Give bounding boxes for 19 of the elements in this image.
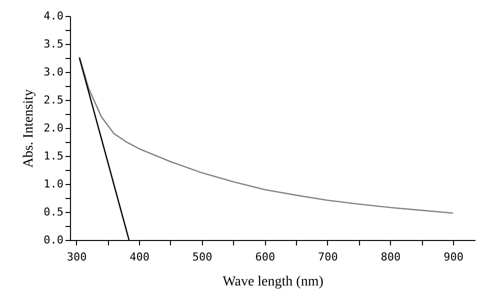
line-series <box>78 56 454 214</box>
x-tick-label: 300 <box>66 250 87 264</box>
y-tick-label: 2.0 <box>44 122 64 134</box>
x-tick-label: 900 <box>444 250 464 264</box>
x-tick-label: 600 <box>255 250 276 264</box>
y-tick-label: 2.5 <box>44 94 64 106</box>
y-tick-label: 1.0 <box>44 178 64 190</box>
y-tick-label: 3.5 <box>44 38 64 50</box>
y-tick-label: 4.0 <box>44 10 64 22</box>
y-tick-label: 0.5 <box>44 206 64 218</box>
x-tick-label: 700 <box>318 250 338 264</box>
x-axis-title: Wave length (nm) <box>222 274 324 290</box>
y-tick-label: 3.0 <box>44 66 64 78</box>
x-tick-label: 800 <box>380 250 401 264</box>
y-axis-title: Abs. Intensity <box>22 89 37 168</box>
y-tick-label: 1.5 <box>44 150 64 162</box>
x-tick-label: 500 <box>192 250 212 264</box>
x-tick-label: 400 <box>130 250 150 264</box>
y-tick-label: 0.0 <box>44 234 64 246</box>
